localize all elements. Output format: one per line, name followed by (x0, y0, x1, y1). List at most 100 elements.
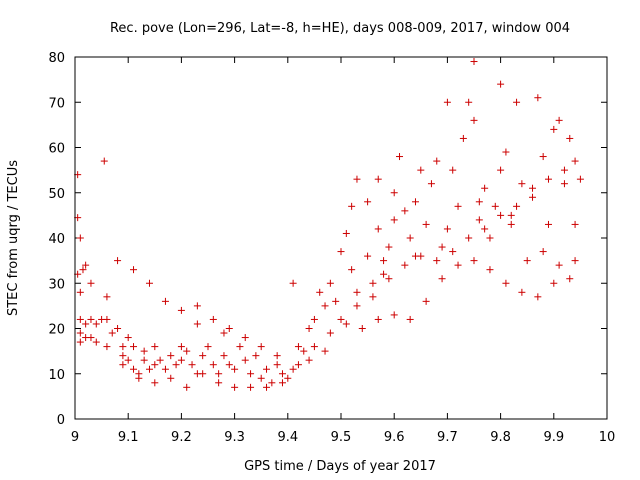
data-point (390, 311, 398, 319)
data-point (284, 374, 292, 382)
data-point (369, 279, 377, 287)
x-tick-label: 9.6 (384, 430, 405, 445)
data-point (289, 279, 297, 287)
data-point (433, 157, 441, 165)
data-point (544, 175, 552, 183)
data-point (76, 288, 84, 296)
data-point (529, 184, 537, 192)
data-point (332, 297, 340, 305)
data-point (486, 234, 494, 242)
data-point (481, 184, 489, 192)
data-point (199, 370, 207, 378)
data-point (310, 315, 318, 323)
data-point (289, 365, 297, 373)
data-point (475, 216, 483, 224)
data-point (566, 275, 574, 283)
data-point (571, 257, 579, 265)
data-point (252, 352, 260, 360)
data-point (427, 180, 435, 188)
data-point (518, 288, 526, 296)
chart-title: Rec. pove (Lon=296, Lat=-8, h=HE), days … (110, 21, 570, 36)
data-point (241, 356, 249, 364)
data-point (108, 329, 116, 337)
data-point (278, 370, 286, 378)
data-point (294, 361, 302, 369)
data-point (124, 334, 132, 342)
data-point (390, 216, 398, 224)
data-point (348, 266, 356, 274)
axis-ticks: 9 9.1 9.2 9.3 9.4 9.5 9.6 9.7 9.8 9.9 10 0 10 20 30 40 5… (48, 51, 615, 445)
plot-frame (74, 56, 608, 420)
data-point (183, 383, 191, 391)
data-point (305, 356, 313, 364)
data-point (76, 315, 84, 323)
data-point (353, 175, 361, 183)
data-point (119, 361, 127, 369)
data-point (151, 343, 159, 351)
data-point (87, 315, 95, 323)
data-point (465, 234, 473, 242)
data-point (380, 270, 388, 278)
data-point (497, 80, 505, 88)
y-axis-label: STEC from uqrg / TECUs (6, 160, 21, 316)
data-point (114, 257, 122, 265)
data-point (369, 293, 377, 301)
x-tick-label: 9.7 (437, 430, 458, 445)
data-point (151, 379, 159, 387)
data-point (82, 320, 90, 328)
x-tick-label: 9.2 (171, 430, 192, 445)
data-point (438, 275, 446, 283)
data-point (326, 329, 334, 337)
data-point (220, 329, 228, 337)
data-point (443, 225, 451, 233)
data-point (411, 198, 419, 206)
data-point (209, 361, 217, 369)
data-point (491, 202, 499, 210)
data-point (417, 166, 425, 174)
data-point (529, 193, 537, 201)
data-point (177, 343, 185, 351)
data-point (273, 352, 281, 360)
data-point (103, 315, 111, 323)
data-point (364, 252, 372, 260)
data-point (100, 157, 108, 165)
data-point (199, 352, 207, 360)
data-point (209, 315, 217, 323)
data-point (278, 379, 286, 387)
data-point (321, 302, 329, 310)
data-point (76, 329, 84, 337)
data-point (119, 352, 127, 360)
data-point (103, 293, 111, 301)
y-tick-label: 30 (48, 277, 65, 292)
data-point (438, 243, 446, 251)
data-point (247, 383, 255, 391)
data-point (257, 374, 265, 382)
data-point (544, 220, 552, 228)
data-point (193, 302, 201, 310)
data-point (523, 257, 531, 265)
data-point (406, 315, 414, 323)
data-point (300, 347, 308, 355)
data-point (225, 325, 233, 332)
data-point (145, 365, 153, 373)
data-point (422, 220, 430, 228)
data-point (348, 202, 356, 210)
data-point (177, 356, 185, 364)
data-point (576, 175, 584, 183)
data-point (454, 261, 462, 269)
data-point (273, 361, 281, 369)
data-point (172, 361, 180, 369)
data-point (92, 338, 100, 346)
data-point (353, 302, 361, 310)
data-point (337, 315, 345, 323)
data-point (220, 352, 228, 360)
data-point (268, 379, 276, 387)
x-tick-label: 9.9 (543, 430, 564, 445)
data-point (539, 248, 547, 256)
x-tick-label: 9 (71, 430, 79, 445)
data-point (555, 116, 563, 124)
y-tick-label: 10 (48, 368, 65, 383)
data-point (342, 229, 350, 237)
x-tick-label: 9.8 (490, 430, 511, 445)
y-tick-label: 60 (48, 142, 65, 157)
